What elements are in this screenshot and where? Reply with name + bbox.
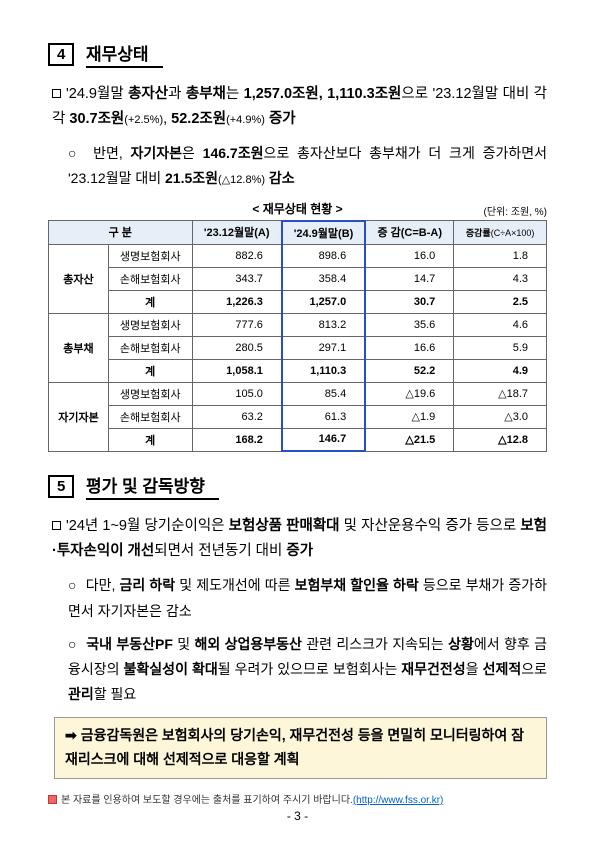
table-row: 자기자본생명보험회사105.085.4△19.6△18.7 xyxy=(49,382,547,405)
conclusion-box: ➡금융감독원은 보험회사의 당기손익, 재무건전성 등을 면밀히 모니터링하여 … xyxy=(54,717,547,779)
cell-value: 85.4 xyxy=(282,382,365,405)
cell-value: 16.6 xyxy=(365,336,454,359)
financial-status-table: 구 분 '23.12월말(A) '24.9월말(B) 증 감(C=B-A) 증감… xyxy=(48,220,547,453)
table-row: 손해보험회사343.7358.414.74.3 xyxy=(49,267,547,290)
cell-value: 16.0 xyxy=(365,244,454,267)
cell-value: 1.8 xyxy=(454,244,547,267)
cell-value: △18.7 xyxy=(454,382,547,405)
cell-value: 1,226.3 xyxy=(192,290,282,313)
section5-header: 5 평가 및 감독방향 xyxy=(48,472,547,500)
cell-value: △12.8 xyxy=(454,428,547,451)
cell-value: 882.6 xyxy=(192,244,282,267)
section4-header: 4 재무상태 xyxy=(48,40,547,68)
col-b: '24.9월말(B) xyxy=(282,221,365,245)
table-row: 총부채생명보험회사777.6813.235.64.6 xyxy=(49,313,547,336)
col-c: 증 감(C=B-A) xyxy=(365,221,454,245)
row-name: 생명보험회사 xyxy=(108,313,192,336)
group-label: 총자산 xyxy=(49,244,109,313)
section5-para2: 다만, 금리 하락 및 제도개선에 따른 보험부채 할인율 하락 등으로 부채가… xyxy=(68,573,547,623)
cell-value: 4.6 xyxy=(454,313,547,336)
cell-value: 61.3 xyxy=(282,405,365,428)
row-name: 생명보험회사 xyxy=(108,244,192,267)
cell-value: 105.0 xyxy=(192,382,282,405)
group-label: 자기자본 xyxy=(49,382,109,451)
cell-value: △19.6 xyxy=(365,382,454,405)
table-row: 계1,226.31,257.030.72.5 xyxy=(49,290,547,313)
cell-value: 813.2 xyxy=(282,313,365,336)
footnote-icon xyxy=(48,795,57,804)
cell-value: 146.7 xyxy=(282,428,365,451)
table-header-row: 구 분 '23.12월말(A) '24.9월말(B) 증 감(C=B-A) 증감… xyxy=(49,221,547,245)
source-link[interactable]: (http://www.fss.or.kr) xyxy=(353,795,444,806)
row-name: 계 xyxy=(108,290,192,313)
col-category: 구 분 xyxy=(49,221,193,245)
table-row: 손해보험회사63.261.3△1.9△3.0 xyxy=(49,405,547,428)
row-name: 계 xyxy=(108,359,192,382)
section4-title: 재무상태 xyxy=(86,40,163,68)
cell-value: 343.7 xyxy=(192,267,282,290)
table-row: 총자산생명보험회사882.6898.616.01.8 xyxy=(49,244,547,267)
footnote: 본 자료를 인용하여 보도할 경우에는 출처를 표기하여 주시기 바랍니다.(h… xyxy=(48,791,547,806)
cell-value: 52.2 xyxy=(365,359,454,382)
section5-para3: 국내 부동산PF 및 해외 상업용부동산 관련 리스크가 지속되는 상황에서 향… xyxy=(68,632,547,708)
page-number: - 3 - xyxy=(0,809,595,823)
table-row: 계1,058.11,110.352.24.9 xyxy=(49,359,547,382)
row-name: 손해보험회사 xyxy=(108,405,192,428)
cell-value: △1.9 xyxy=(365,405,454,428)
row-name: 손해보험회사 xyxy=(108,336,192,359)
cell-value: 168.2 xyxy=(192,428,282,451)
cell-value: 2.5 xyxy=(454,290,547,313)
section4-number: 4 xyxy=(48,43,74,66)
section5-title: 평가 및 감독방향 xyxy=(86,472,219,500)
arrow-icon: ➡ xyxy=(65,727,77,743)
section5-number: 5 xyxy=(48,475,74,498)
square-bullet-icon xyxy=(52,89,61,98)
table-row: 계168.2146.7△21.5△12.8 xyxy=(49,428,547,451)
section5-para1: '24년 1~9월 당기순이익은 보험상품 판매확대 및 자산운용수익 증가 등… xyxy=(52,514,547,563)
cell-value: 777.6 xyxy=(192,313,282,336)
cell-value: 1,110.3 xyxy=(282,359,365,382)
cell-value: 358.4 xyxy=(282,267,365,290)
row-name: 손해보험회사 xyxy=(108,267,192,290)
cell-value: 5.9 xyxy=(454,336,547,359)
cell-value: 280.5 xyxy=(192,336,282,359)
cell-value: 898.6 xyxy=(282,244,365,267)
cell-value: 297.1 xyxy=(282,336,365,359)
table-row: 손해보험회사280.5297.116.65.9 xyxy=(49,336,547,359)
cell-value: 1,058.1 xyxy=(192,359,282,382)
cell-value: 35.6 xyxy=(365,313,454,336)
row-name: 계 xyxy=(108,428,192,451)
square-bullet-icon xyxy=(52,521,61,530)
cell-value: 63.2 xyxy=(192,405,282,428)
row-name: 생명보험회사 xyxy=(108,382,192,405)
cell-value: △3.0 xyxy=(454,405,547,428)
cell-value: 4.3 xyxy=(454,267,547,290)
cell-value: 1,257.0 xyxy=(282,290,365,313)
cell-value: △21.5 xyxy=(365,428,454,451)
cell-value: 14.7 xyxy=(365,267,454,290)
group-label: 총부채 xyxy=(49,313,109,382)
col-d: 증감률(C÷A×100) xyxy=(454,221,547,245)
section4-para1: '24.9월말 총자산과 총부채는 1,257.0조원, 1,110.3조원으로… xyxy=(52,82,547,131)
section4-para2: 반면, 자기자본은 146.7조원으로 총자산보다 총부채가 더 크게 증가하면… xyxy=(68,141,547,191)
col-a: '23.12월말(A) xyxy=(192,221,282,245)
cell-value: 30.7 xyxy=(365,290,454,313)
cell-value: 4.9 xyxy=(454,359,547,382)
